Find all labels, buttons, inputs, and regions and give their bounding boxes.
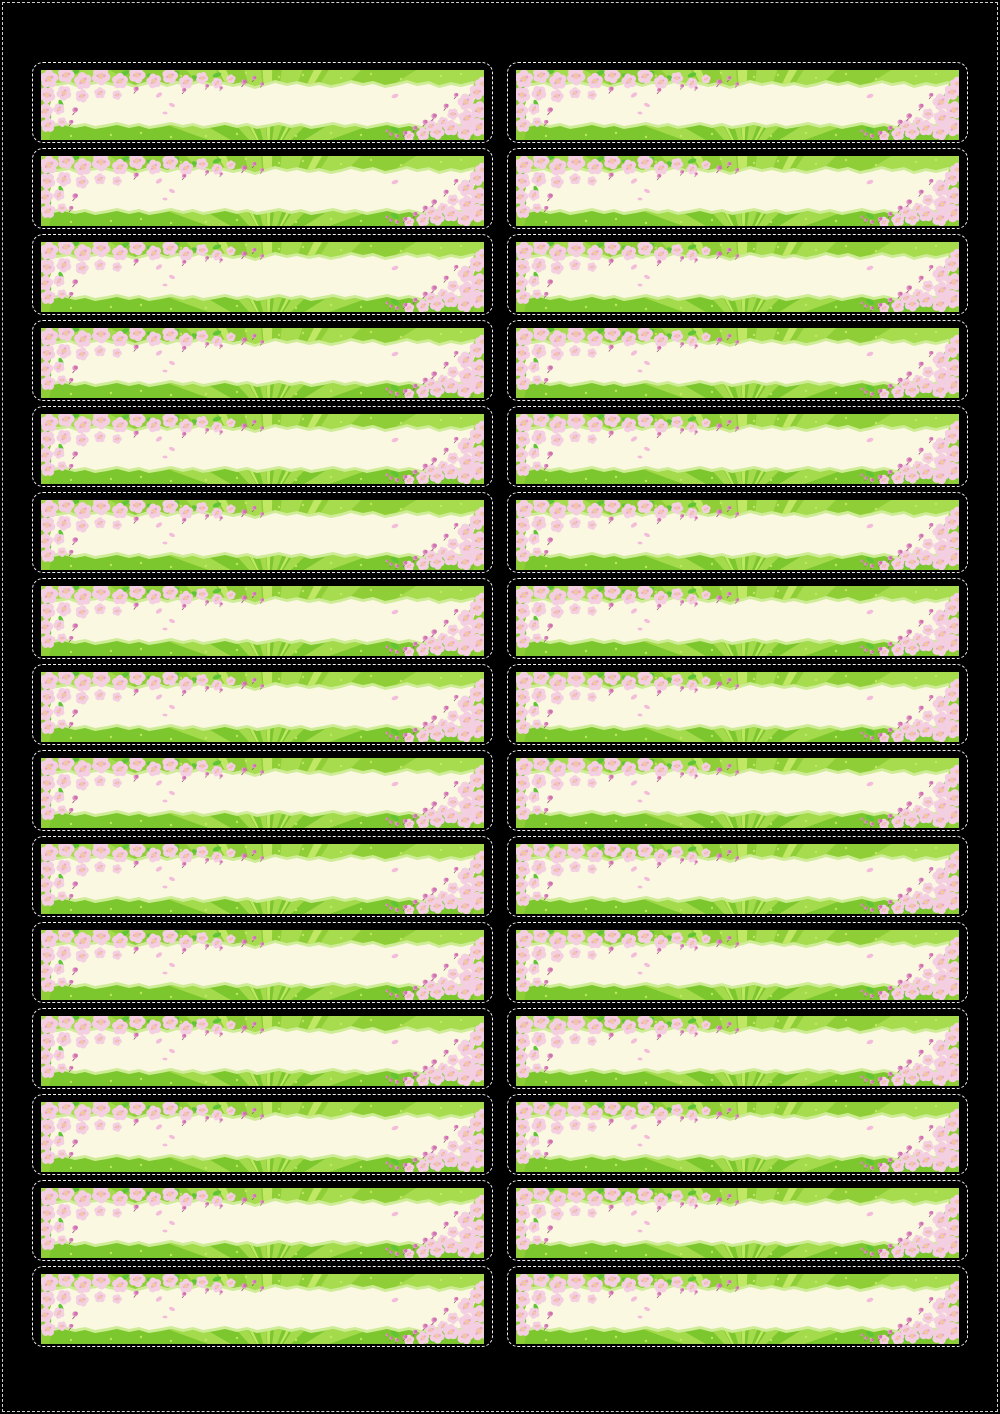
label-text-area [568, 515, 857, 554]
label-text-area [568, 1289, 857, 1328]
address-label [32, 320, 493, 401]
label-text-area [93, 687, 382, 726]
label-text-area [568, 601, 857, 640]
address-label [507, 836, 968, 917]
label-text-area [568, 171, 857, 210]
label-text-area [93, 945, 382, 984]
address-label [32, 664, 493, 745]
address-label [32, 836, 493, 917]
address-label [507, 148, 968, 229]
address-label [32, 1266, 493, 1347]
label-text-area [93, 1203, 382, 1242]
label-text-area [568, 1031, 857, 1070]
label-column-left [32, 62, 493, 1347]
address-label [507, 1008, 968, 1089]
label-text-area [568, 687, 857, 726]
label-text-area [93, 1117, 382, 1156]
address-label [32, 62, 493, 143]
label-text-area [93, 515, 382, 554]
label-text-area [568, 859, 857, 898]
label-text-area [93, 1289, 382, 1328]
label-column-right [507, 62, 968, 1347]
label-text-area [568, 257, 857, 296]
label-text-area [93, 601, 382, 640]
address-label [32, 234, 493, 315]
address-label [507, 664, 968, 745]
address-label [507, 1266, 968, 1347]
label-text-area [568, 1203, 857, 1242]
address-label [507, 750, 968, 831]
address-label [507, 1180, 968, 1261]
address-label [32, 1094, 493, 1175]
label-text-area [93, 171, 382, 210]
address-label [32, 148, 493, 229]
label-text-area [93, 1031, 382, 1070]
address-label [32, 578, 493, 659]
label-text-area [93, 343, 382, 382]
address-label [507, 62, 968, 143]
label-text-area [93, 257, 382, 296]
label-text-area [93, 85, 382, 124]
label-text-area [93, 429, 382, 468]
label-text-area [568, 773, 857, 812]
address-label [32, 492, 493, 573]
address-label [507, 234, 968, 315]
address-label [32, 750, 493, 831]
address-label [507, 922, 968, 1003]
address-label [32, 406, 493, 487]
address-label [507, 406, 968, 487]
address-label [507, 1094, 968, 1175]
address-label [507, 578, 968, 659]
label-text-area [568, 945, 857, 984]
label-text-area [568, 429, 857, 468]
label-text-area [93, 859, 382, 898]
label-text-area [568, 343, 857, 382]
address-label [32, 922, 493, 1003]
label-text-area [93, 773, 382, 812]
label-text-area [568, 1117, 857, 1156]
address-label [507, 492, 968, 573]
address-label [32, 1180, 493, 1261]
address-label [32, 1008, 493, 1089]
address-label [507, 320, 968, 401]
label-text-area [568, 85, 857, 124]
